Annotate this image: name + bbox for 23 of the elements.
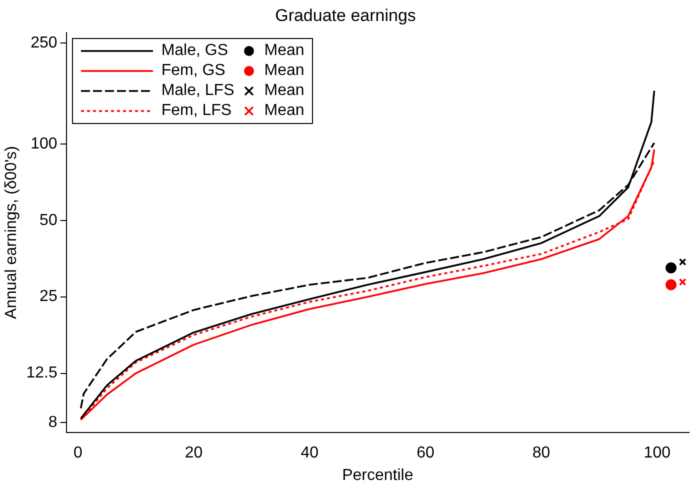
x-tick-label: 40 [300,444,319,462]
y-tick-label: 250 [30,34,58,52]
y-axis-title: Annual earnings, (δ00's) [3,146,20,319]
legend-label: Mean [264,82,304,100]
x-tick-label: 0 [73,444,82,462]
x-axis-title: Percentile [342,466,414,484]
legend-label: Male, GS [161,42,230,60]
y-tick-label: 50 [40,212,58,229]
chart-title: Graduate earnings [275,6,416,25]
legend-label: Mean [264,42,304,60]
legend-label: Fem, LFS [161,102,233,120]
y-tick-label: 25 [40,288,58,306]
y-tick-label: 100 [30,135,58,152]
x-tick-label: 60 [416,444,434,462]
y-tick-label: 12.5 [26,364,58,382]
x-tick-label: 80 [532,444,550,462]
legend-label: Male, LFS [161,82,234,100]
x-tick-label: 100 [644,444,671,462]
legend-label: Mean [264,62,304,80]
legend-label: Mean [264,102,304,120]
x-tick-label: 20 [184,444,203,462]
legend-label: Fem, GS [161,62,226,80]
y-tick-label: 8 [48,414,58,431]
